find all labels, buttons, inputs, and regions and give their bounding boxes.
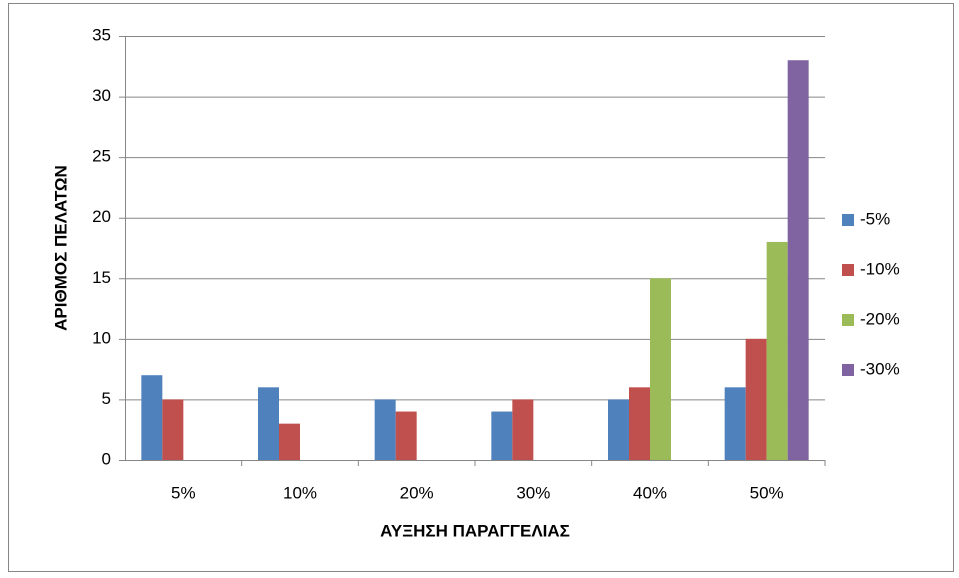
bar [512,399,534,460]
bar [162,399,184,460]
chart-frame [8,3,954,572]
legend-swatch [842,364,854,376]
legend-label: -10% [860,259,900,278]
y-axis-title: ΑΡΙΘΜΟΣ ΠΕΛΑΤΩΝ [51,165,70,331]
bar [491,411,513,460]
y-tick-label: 10 [92,328,111,347]
bar [650,278,671,460]
bar [258,387,279,460]
bar [766,241,788,460]
y-tick-label: 35 [92,25,111,44]
x-tick-label: 5% [171,483,196,502]
legend-swatch [842,214,854,226]
legend-swatch [842,314,854,326]
y-tick-label: 15 [92,268,111,287]
bar [787,60,809,460]
legend-label: -5% [860,209,890,228]
legend-label: -30% [860,359,900,378]
bar [395,411,417,460]
bar [279,423,300,460]
x-axis-title: ΑΥΞΗΣΗ ΠΑΡΑΓΓΕΛΙΑΣ [380,521,570,540]
y-tick-label: 20 [92,207,111,226]
y-tick-label: 30 [92,86,111,105]
x-tick-label: 30% [516,483,550,502]
x-tick-label: 10% [283,483,317,502]
x-tick-label: 50% [750,483,784,502]
bar [745,338,767,460]
x-tick-label: 40% [633,483,667,502]
legend-swatch [842,264,854,276]
bar [629,387,650,460]
bar [724,387,746,460]
y-tick-label: 25 [92,147,111,166]
y-tick-label: 0 [102,449,111,468]
x-tick-label: 20% [400,483,434,502]
y-tick-label: 5 [102,389,111,408]
bar [608,399,629,460]
bar [374,399,396,460]
bar [141,375,163,460]
legend-label: -20% [860,309,900,328]
